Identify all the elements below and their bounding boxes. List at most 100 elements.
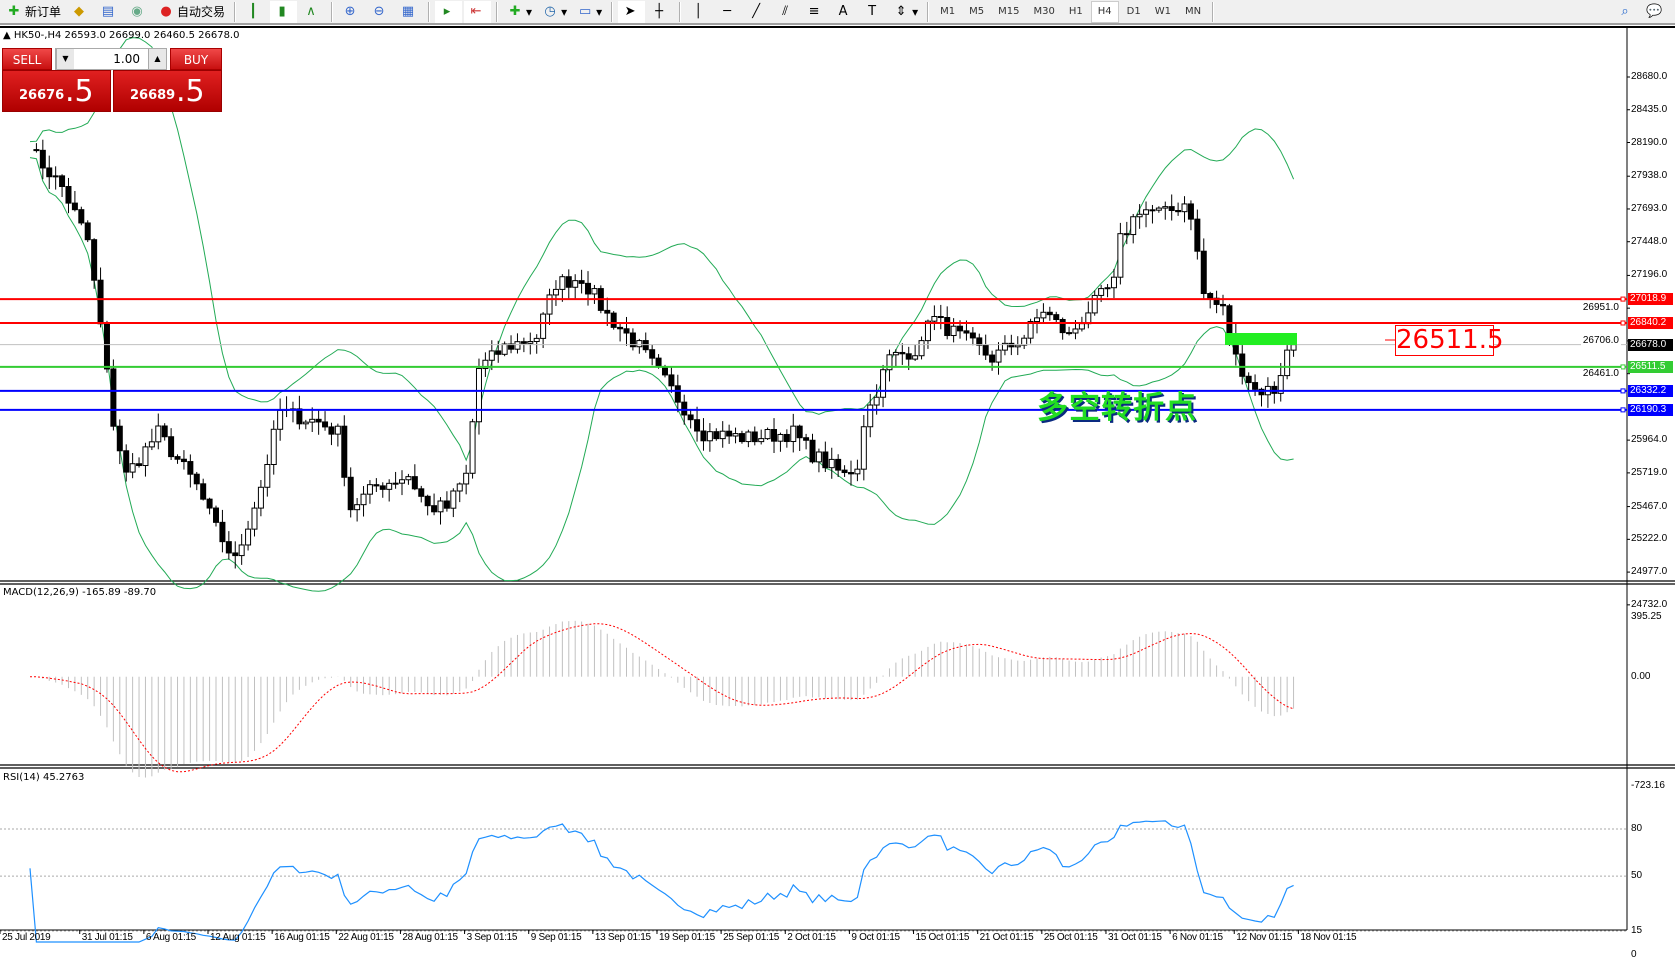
bearish-candle: [783, 433, 790, 443]
lot-decrease-button[interactable]: ▼: [56, 49, 74, 69]
auto-trading-label: 自动交易: [177, 5, 226, 19]
level-line-handle: [1620, 320, 1626, 326]
bullish-candle: [1033, 317, 1040, 323]
bullish-candle: [148, 441, 155, 448]
new-order-button[interactable]: ✚ 新订单: [2, 1, 65, 23]
bullish-candle: [514, 341, 521, 350]
sell-price-button[interactable]: 26676 .5: [2, 70, 111, 112]
horizontal-line-button[interactable]: ─: [715, 1, 742, 23]
arrows-button[interactable]: ⇕ ▾: [889, 1, 922, 23]
price-label-annotation[interactable]: 26511.5: [1395, 325, 1504, 356]
chart-shift-button[interactable]: ⇤: [464, 0, 492, 23]
timeframe-mn[interactable]: MN: [1184, 6, 1202, 17]
buy-price-button[interactable]: 26689 .5: [113, 70, 222, 112]
timeframe-m1[interactable]: M1: [940, 6, 956, 17]
buy-button[interactable]: BUY: [170, 48, 222, 70]
chat-button[interactable]: 💬: [1642, 1, 1669, 23]
crosshair-button[interactable]: ┼: [647, 1, 674, 23]
price-axis-label: 28680.0: [1631, 71, 1668, 82]
bullish-candle: [1001, 342, 1008, 351]
level-line-handle: [1620, 296, 1626, 302]
templates-button[interactable]: ▭ ▾: [578, 3, 603, 19]
timeframe-w1[interactable]: W1: [1154, 6, 1171, 17]
rsi-axis-label: 50: [1631, 870, 1643, 882]
horizontal-line-icon: ─: [723, 3, 732, 19]
bearish-candle: [694, 419, 701, 432]
channel-button[interactable]: ⫽: [773, 1, 800, 23]
signal-icon: ◉: [131, 3, 143, 19]
bullish-candle: [488, 350, 495, 361]
timeframe-m30[interactable]: M30: [1033, 6, 1055, 17]
one-click-trading-panel: SELL 1.00 ▼ ▲ BUY 26676 .5 26689 .5: [2, 48, 222, 112]
bearish-candle: [1194, 218, 1201, 252]
price-axis-label: 27196.0: [1631, 269, 1668, 281]
bearish-candle: [97, 279, 104, 325]
price-tag: 26511.5: [1628, 360, 1673, 373]
bearish-candle: [520, 341, 527, 344]
periods-button[interactable]: ◷ ▾: [538, 1, 571, 23]
navigator-button[interactable]: ▤: [96, 1, 123, 23]
bullish-candle: [52, 175, 59, 178]
bullish-candle: [559, 276, 566, 290]
indicators-button[interactable]: ✚ ▾: [503, 1, 536, 23]
bearish-candle: [136, 463, 143, 467]
search-button[interactable]: ⌕: [1613, 1, 1640, 23]
price-axis-label: 25719.0: [1631, 466, 1668, 478]
timeframe-h4[interactable]: H4: [1090, 0, 1119, 23]
bearish-candle: [206, 498, 213, 509]
bearish-candle: [771, 429, 778, 442]
bearish-candle: [347, 476, 354, 511]
line-chart-button[interactable]: ∧: [299, 1, 326, 23]
candlestick-button[interactable]: ▮: [270, 0, 298, 23]
bullish-candle: [873, 396, 880, 406]
bullish-candle: [745, 431, 752, 443]
bullish-candle: [437, 500, 444, 513]
macd-label: MACD(12,26,9) -165.89 -89.70: [3, 587, 157, 598]
timeframe-m15[interactable]: M15: [998, 6, 1020, 17]
bearish-candle: [822, 451, 829, 469]
text-button[interactable]: A: [831, 1, 858, 23]
cursor-button[interactable]: ➤: [618, 0, 646, 23]
bar-chart-button[interactable]: ┃: [241, 1, 268, 23]
rsi-axis-label: 15: [1631, 925, 1643, 937]
zoom-in-button[interactable]: ⊕: [338, 1, 365, 23]
symbol-ohlc: HK50-,H4 26593.0 26699.0 26460.5 26678.0: [13, 30, 240, 41]
new-order-icon: ✚: [8, 3, 20, 19]
timeframe-d1[interactable]: D1: [1126, 6, 1141, 17]
bearish-candle: [944, 317, 951, 337]
line-chart-icon: ∧: [306, 3, 316, 19]
lot-increase-button[interactable]: ▲: [148, 49, 166, 69]
reversal-point-annotation[interactable]: 多空转折点: [1037, 390, 1197, 426]
sell-button[interactable]: SELL: [2, 48, 52, 70]
bearish-candle: [232, 552, 239, 557]
bullish-candle: [360, 493, 367, 506]
vertical-line-button[interactable]: │: [686, 1, 713, 23]
zoom-out-button[interactable]: ⊖: [367, 1, 394, 23]
auto-trading-icon: ●: [160, 3, 172, 19]
price-axis-label: 26461.0: [1580, 367, 1621, 380]
auto-trading-button[interactable]: ● 自动交易: [154, 1, 229, 23]
bearish-candle: [46, 167, 53, 178]
signals-button[interactable]: ◉: [125, 1, 152, 23]
bearish-candle: [1271, 385, 1278, 394]
rsi-axis-label: 0: [1631, 948, 1637, 960]
bullish-candle: [1021, 337, 1028, 346]
text-label-button[interactable]: T: [860, 1, 887, 23]
timeframe-m5[interactable]: M5: [969, 6, 985, 17]
bullish-candle: [334, 425, 341, 435]
tile-windows-button[interactable]: ▦: [396, 1, 423, 23]
bullish-candle: [456, 483, 463, 492]
trendline-button[interactable]: ╱: [744, 1, 771, 23]
time-axis-label: 25 Jul 2019: [2, 932, 51, 943]
timeframe-h1[interactable]: H1: [1068, 6, 1083, 17]
fibonacci-button[interactable]: ≡: [802, 1, 829, 23]
bullish-candle: [469, 421, 476, 474]
time-axis-label: 9 Oct 01:15: [851, 932, 900, 943]
auto-scroll-button[interactable]: ▸: [435, 0, 463, 23]
bearish-candle: [1053, 314, 1060, 321]
lot-size-input[interactable]: 1.00: [55, 48, 167, 70]
market-watch-button[interactable]: ◆: [67, 1, 94, 23]
bearish-candle: [200, 483, 207, 500]
bullish-candle: [392, 482, 399, 485]
